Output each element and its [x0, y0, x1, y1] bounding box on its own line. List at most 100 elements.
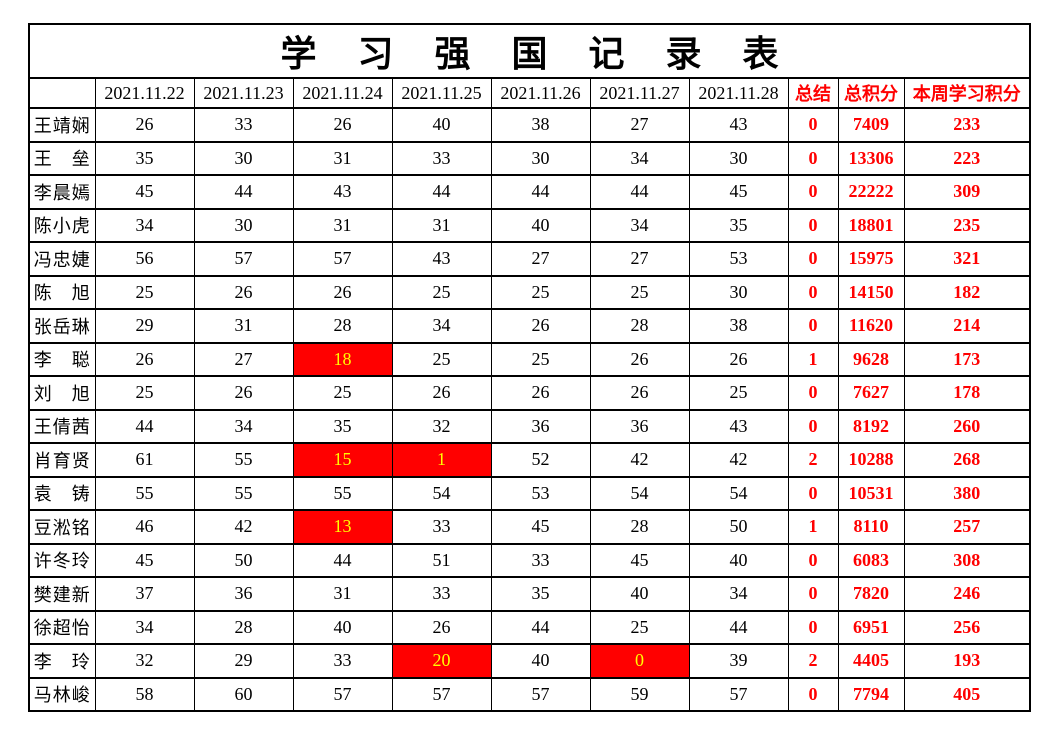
summary-cell: 0: [787, 107, 839, 143]
summary-cell: 0: [787, 542, 839, 578]
score-cell: 44: [490, 609, 591, 645]
score-cell: 31: [292, 576, 393, 612]
score-cell: 28: [589, 308, 690, 344]
table-row: 李 聪 26 27 18 25 25 26 26 1 9628 173: [28, 341, 1031, 377]
score-cell: 26: [193, 274, 294, 310]
summary-cell: 0: [787, 207, 839, 243]
title-row: 学 习 强 国 记 录 表: [28, 23, 1031, 79]
score-cell: 37: [94, 576, 195, 612]
score-cell: 45: [688, 174, 789, 210]
date-header: 2021.11.25: [391, 77, 492, 109]
summary-cell: 0: [787, 609, 839, 645]
name-cell: 李 玲: [28, 643, 96, 679]
score-cell: 55: [193, 475, 294, 511]
summary-cell: 0: [787, 475, 839, 511]
total-points-cell: 8192: [837, 408, 905, 444]
week-points-cell: 405: [903, 676, 1031, 712]
name-cell: 陈 旭: [28, 274, 96, 310]
score-cell: 42: [589, 442, 690, 478]
score-cell: 34: [688, 576, 789, 612]
score-cell: 36: [193, 576, 294, 612]
name-cell: 许冬玲: [28, 542, 96, 578]
score-cell: 25: [589, 609, 690, 645]
score-cell: 55: [292, 475, 393, 511]
score-cell: 50: [193, 542, 294, 578]
week-points-cell: 178: [903, 375, 1031, 411]
score-cell: 26: [688, 341, 789, 377]
total-points-cell: 10288: [837, 442, 905, 478]
score-cell: 34: [589, 207, 690, 243]
total-points-cell: 10531: [837, 475, 905, 511]
total-points-cell: 22222: [837, 174, 905, 210]
score-cell: 57: [391, 676, 492, 712]
name-cell: 冯忠婕: [28, 241, 96, 277]
week-points-cell: 268: [903, 442, 1031, 478]
page-title: 学 习 强 国 记 录 表: [28, 23, 1031, 79]
table-row: 张岳琳 29 31 28 34 26 28 38 0 11620 214: [28, 308, 1031, 344]
table-row: 王 垒 35 30 31 33 30 34 30 0 13306 223: [28, 140, 1031, 176]
week-points-cell: 308: [903, 542, 1031, 578]
week-points-cell: 214: [903, 308, 1031, 344]
score-cell: 57: [292, 241, 393, 277]
week-points-cell: 223: [903, 140, 1031, 176]
name-cell: 王倩茜: [28, 408, 96, 444]
score-cell: 33: [490, 542, 591, 578]
score-cell: 38: [490, 107, 591, 143]
score-cell: 44: [94, 408, 195, 444]
score-cell: 43: [688, 107, 789, 143]
score-cell: 61: [94, 442, 195, 478]
score-cell: 32: [94, 643, 195, 679]
score-cell: 31: [292, 207, 393, 243]
score-cell: 56: [94, 241, 195, 277]
week-points-cell: 233: [903, 107, 1031, 143]
score-cell: 25: [94, 274, 195, 310]
header-row: 2021.11.22 2021.11.23 2021.11.24 2021.11.25…: [28, 77, 1031, 109]
week-points-cell: 193: [903, 643, 1031, 679]
total-points-cell: 18801: [837, 207, 905, 243]
date-header: 2021.11.26: [490, 77, 591, 109]
total-points-cell: 6951: [837, 609, 905, 645]
score-cell: 44: [292, 542, 393, 578]
score-cell: 29: [193, 643, 294, 679]
name-cell: 徐超怡: [28, 609, 96, 645]
score-cell: 44: [688, 609, 789, 645]
score-cell: 25: [490, 274, 591, 310]
score-cell: 26: [589, 341, 690, 377]
score-cell: 45: [94, 542, 195, 578]
score-cell: 26: [292, 274, 393, 310]
table-row: 李 玲 32 29 33 20 40 0 39 2 4405 193: [28, 643, 1031, 679]
highlight-score-cell: 13: [292, 509, 393, 545]
highlight-score-cell: 20: [391, 643, 492, 679]
score-cell: 26: [589, 375, 690, 411]
score-cell: 26: [391, 375, 492, 411]
summary-cell: 0: [787, 308, 839, 344]
summary-cell: 0: [787, 676, 839, 712]
score-cell: 30: [490, 140, 591, 176]
week-points-cell: 260: [903, 408, 1031, 444]
table-row: 袁 铸 55 55 55 54 53 54 54 0 10531 380: [28, 475, 1031, 511]
study-record-table: 学 习 强 国 记 录 表 2021.11.22 2021.11.23 2021.1…: [28, 23, 1031, 712]
total-points-cell: 9628: [837, 341, 905, 377]
week-points-cell: 321: [903, 241, 1031, 277]
score-cell: 57: [688, 676, 789, 712]
total-points-cell: 4405: [837, 643, 905, 679]
score-cell: 39: [688, 643, 789, 679]
week-points-cell: 256: [903, 609, 1031, 645]
table-row: 樊建新 37 36 31 33 35 40 34 0 7820 246: [28, 576, 1031, 612]
score-cell: 40: [490, 207, 591, 243]
score-cell: 50: [688, 509, 789, 545]
score-cell: 35: [688, 207, 789, 243]
score-cell: 26: [94, 341, 195, 377]
score-cell: 34: [94, 609, 195, 645]
score-cell: 25: [391, 274, 492, 310]
date-header: 2021.11.22: [94, 77, 195, 109]
summary-cell: 0: [787, 274, 839, 310]
score-cell: 26: [292, 107, 393, 143]
total-points-cell: 14150: [837, 274, 905, 310]
score-cell: 28: [193, 609, 294, 645]
total-points-cell: 7409: [837, 107, 905, 143]
total-points-cell: 7627: [837, 375, 905, 411]
table-row: 许冬玲 45 50 44 51 33 45 40 0 6083 308: [28, 542, 1031, 578]
summary-cell: 0: [787, 174, 839, 210]
score-cell: 31: [391, 207, 492, 243]
